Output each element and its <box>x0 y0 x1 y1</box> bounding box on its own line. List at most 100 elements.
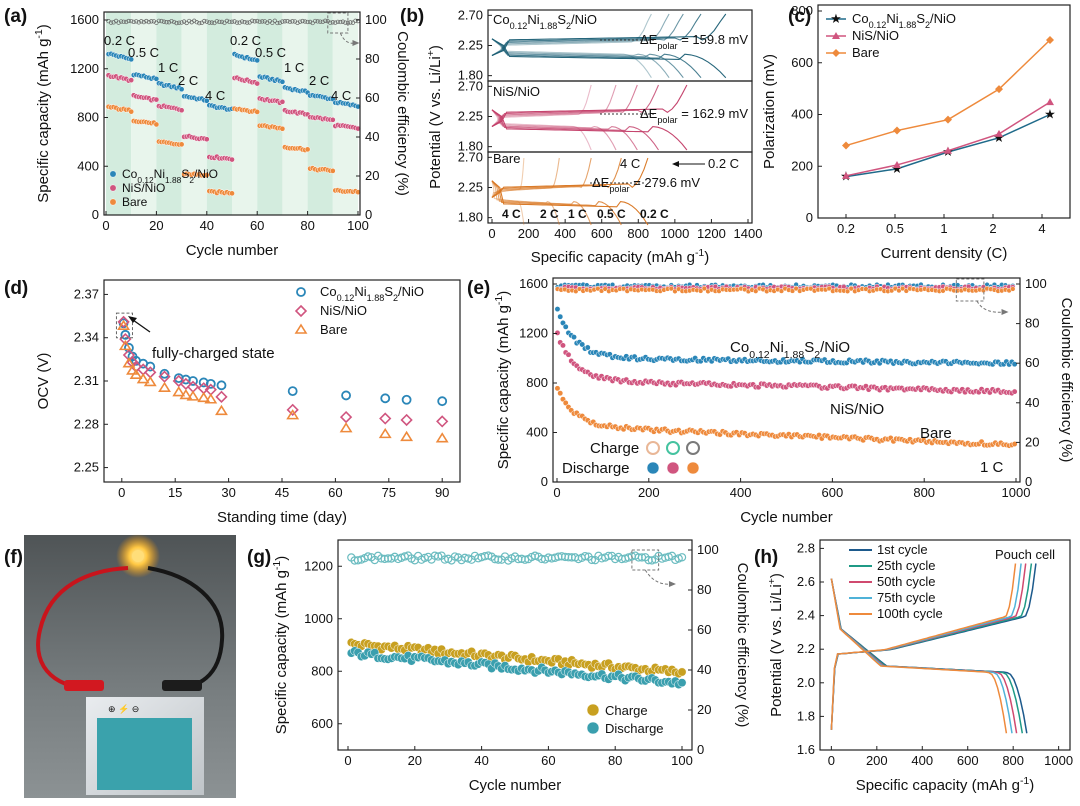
y-axis-label: Specific capacity (mAh g-1) <box>493 291 512 470</box>
ce-point <box>668 285 674 292</box>
data-point-nis <box>329 116 336 123</box>
charge-curve <box>491 157 622 198</box>
ce-point <box>144 18 149 24</box>
ce-point <box>126 18 131 24</box>
data-point-bare <box>204 393 218 404</box>
y-tick-label: 1600 <box>70 12 99 27</box>
data-point-star: ★ <box>1044 107 1056 122</box>
y-tick-label: 2.25 <box>458 38 483 53</box>
data-point-bare <box>122 357 136 368</box>
arrow-to-label: 0.2 C <box>708 156 739 171</box>
pouch-cell-body <box>97 718 192 790</box>
y-tick-label: 1.80 <box>458 139 483 154</box>
discharge-curve <box>491 38 670 79</box>
plot-frame <box>819 539 1071 751</box>
y-tick-label: 800 <box>311 663 333 678</box>
x-tick-label: 0 <box>488 226 495 241</box>
ce-point <box>580 551 590 561</box>
data-point-nis <box>172 374 185 388</box>
x-tick-label: 600 <box>591 226 613 241</box>
ce-point <box>1010 286 1016 292</box>
data-point-bare <box>197 391 211 403</box>
ce-point <box>146 19 151 25</box>
rate-curve-label: 2 C <box>540 207 559 221</box>
y-tick-label: 2.37 <box>74 286 99 301</box>
data-point-bare <box>129 368 143 380</box>
data-point-star: ★ <box>891 161 903 176</box>
y2-tick-label: 100 <box>365 12 387 27</box>
y-tick-label: 1.80 <box>458 210 483 225</box>
y-tick-label: 800 <box>526 375 548 390</box>
y-tick-label: 0 <box>806 210 813 225</box>
ce-point <box>214 19 220 24</box>
data-point-co <box>571 334 577 341</box>
x-tick-label: 40 <box>474 753 488 768</box>
subplot-title-bare: Bare <box>493 151 520 166</box>
legend-discharge-marker <box>646 461 660 475</box>
legend-label: 75th cycle <box>877 590 936 605</box>
discharge-curve <box>491 38 702 79</box>
plot-frame <box>103 11 361 216</box>
x-tick-label: 400 <box>730 485 752 500</box>
ce-point <box>252 19 257 24</box>
y-tick-label: 1.80 <box>458 68 483 83</box>
ce-point <box>176 20 182 25</box>
data-point-nis <box>153 96 160 103</box>
series-label-co: Co0.12Ni1.88S2/NiO <box>730 339 850 361</box>
polar-label: ΔEpolar = 279.6 mV <box>592 175 700 194</box>
data-point-discharge <box>677 678 687 688</box>
ce-point <box>118 19 124 24</box>
legend-marker <box>586 703 600 717</box>
ce-point <box>136 20 141 25</box>
rate-label: 0.2 C <box>104 33 135 48</box>
ce-point <box>217 19 222 24</box>
x-axis-label: Cycle number <box>469 777 562 794</box>
y-tick-label: 1000 <box>304 611 333 626</box>
chart-g: 0 20 40 60 80 100 600 800 1000 1200 0 20 40 60 80 100 Cy… <box>247 539 751 794</box>
x-tick-label: 45 <box>275 485 289 500</box>
x-axis-label: Current density (C) <box>881 245 1008 262</box>
data-point-co <box>341 390 351 401</box>
y2-tick-label: 100 <box>1025 276 1047 291</box>
ce-highlight-box <box>327 12 349 34</box>
charge-curve <box>491 84 688 127</box>
data-point-co <box>216 380 227 391</box>
x-tick-label: 800 <box>913 485 935 500</box>
data-point-bare <box>554 385 561 392</box>
x-tick-label: 0 <box>828 753 835 768</box>
plot-frame <box>552 277 1021 483</box>
rate-label: 1 C <box>284 60 304 75</box>
series-label-bare: Bare <box>920 425 952 442</box>
charge-curve <box>491 13 652 56</box>
arrow-from-label: 4 C <box>620 156 640 171</box>
y-tick-label: 1200 <box>70 61 99 76</box>
ce-point <box>778 288 785 294</box>
legend-marker: ★ <box>830 11 842 26</box>
data-point-nis <box>286 403 299 416</box>
charge-curve <box>491 13 670 56</box>
y-tick-label: 1.8 <box>797 708 815 723</box>
plot-frame <box>103 279 461 483</box>
x-axis-label: Specific capacity (mAh g-1) <box>531 247 710 266</box>
legend-label: Bare <box>320 322 347 337</box>
data-point-bare <box>126 364 139 375</box>
ce-point <box>242 20 247 25</box>
discharge-curve <box>491 180 592 226</box>
chart-d: fully-charged state 0 15 30 45 60 75 90 2.25 2.28… <box>4 278 461 526</box>
ce-point <box>844 288 851 294</box>
y-tick-label: 2.0 <box>797 675 815 690</box>
x-tick-label: 30 <box>221 485 235 500</box>
x-tick-label: 60 <box>328 485 342 500</box>
annotation-arrowhead <box>128 316 137 323</box>
x-tick-label: 1200 <box>697 226 726 241</box>
legend-marker <box>109 170 117 178</box>
data-point-bare <box>136 373 150 384</box>
x-tick-label: 400 <box>554 226 576 241</box>
ce-point <box>330 20 335 25</box>
y2-tick-label: 60 <box>1025 355 1039 370</box>
ce-point <box>494 555 503 564</box>
panel-label-b: (b) <box>400 6 424 27</box>
rate-label: 0.5 C <box>255 45 286 60</box>
